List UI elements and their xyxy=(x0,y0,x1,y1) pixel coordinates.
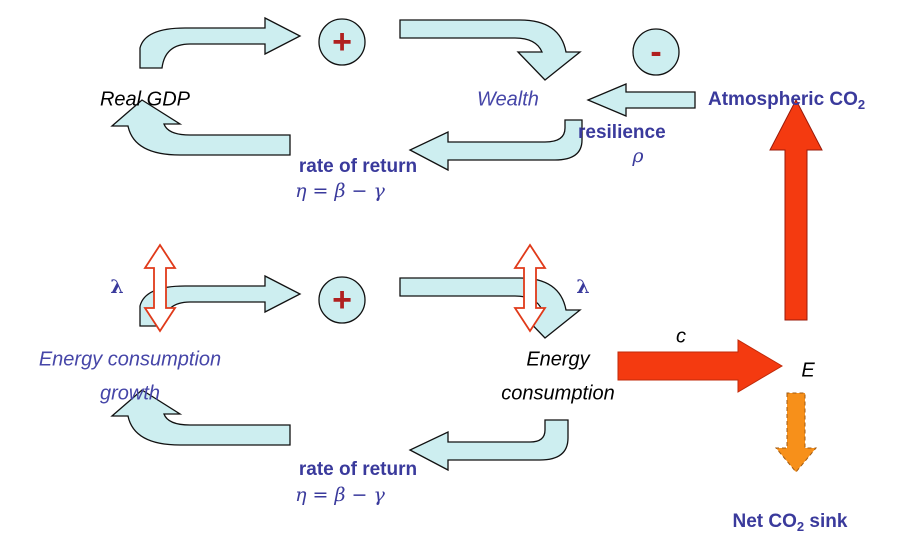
sign: + xyxy=(332,23,352,61)
text: sink xyxy=(804,511,848,532)
arrow xyxy=(110,389,291,446)
sign-circle xyxy=(318,276,366,324)
label: η = β − γ xyxy=(295,180,385,202)
label: E xyxy=(801,359,815,381)
double-arrow xyxy=(513,243,547,333)
label: Real GDP xyxy=(100,88,191,110)
arrow xyxy=(399,277,582,339)
arrow xyxy=(110,99,291,156)
label: η = β − γ xyxy=(295,484,385,506)
label: λ xyxy=(110,276,123,298)
top-loop: + xyxy=(110,16,583,172)
label: Atmospheric CO2 xyxy=(708,89,865,112)
label: rate of return xyxy=(299,156,417,177)
flow-arrow xyxy=(774,392,818,473)
sign: + xyxy=(332,281,352,319)
label: ρ xyxy=(631,145,644,167)
label: Wealth xyxy=(477,88,539,110)
bottom-return xyxy=(110,389,569,472)
label: rate of return xyxy=(299,459,417,480)
bottom-loop: + xyxy=(139,274,582,339)
flow-arrow xyxy=(769,98,823,321)
arrow xyxy=(139,16,302,69)
arrow xyxy=(408,119,583,172)
label: Energy xyxy=(526,348,590,370)
arrow xyxy=(399,19,582,81)
sign-circle xyxy=(318,18,366,66)
subscript: 2 xyxy=(797,519,804,534)
label: c xyxy=(676,325,686,347)
label: consumption xyxy=(501,382,614,404)
label: Energy consumption xyxy=(39,348,221,370)
sign: - xyxy=(650,33,661,71)
label: Net CO2 sink xyxy=(733,511,848,534)
label: resilience xyxy=(578,122,666,143)
double-arrow xyxy=(143,243,177,333)
sign-circle xyxy=(632,28,680,76)
text: Net CO xyxy=(733,511,797,532)
arrow xyxy=(408,419,569,472)
text: Atmospheric CO xyxy=(708,89,858,110)
flow-arrow xyxy=(617,339,783,393)
arrow xyxy=(586,83,696,117)
subscript: 2 xyxy=(858,97,865,112)
label: growth xyxy=(100,382,160,404)
label: λ xyxy=(576,276,589,298)
